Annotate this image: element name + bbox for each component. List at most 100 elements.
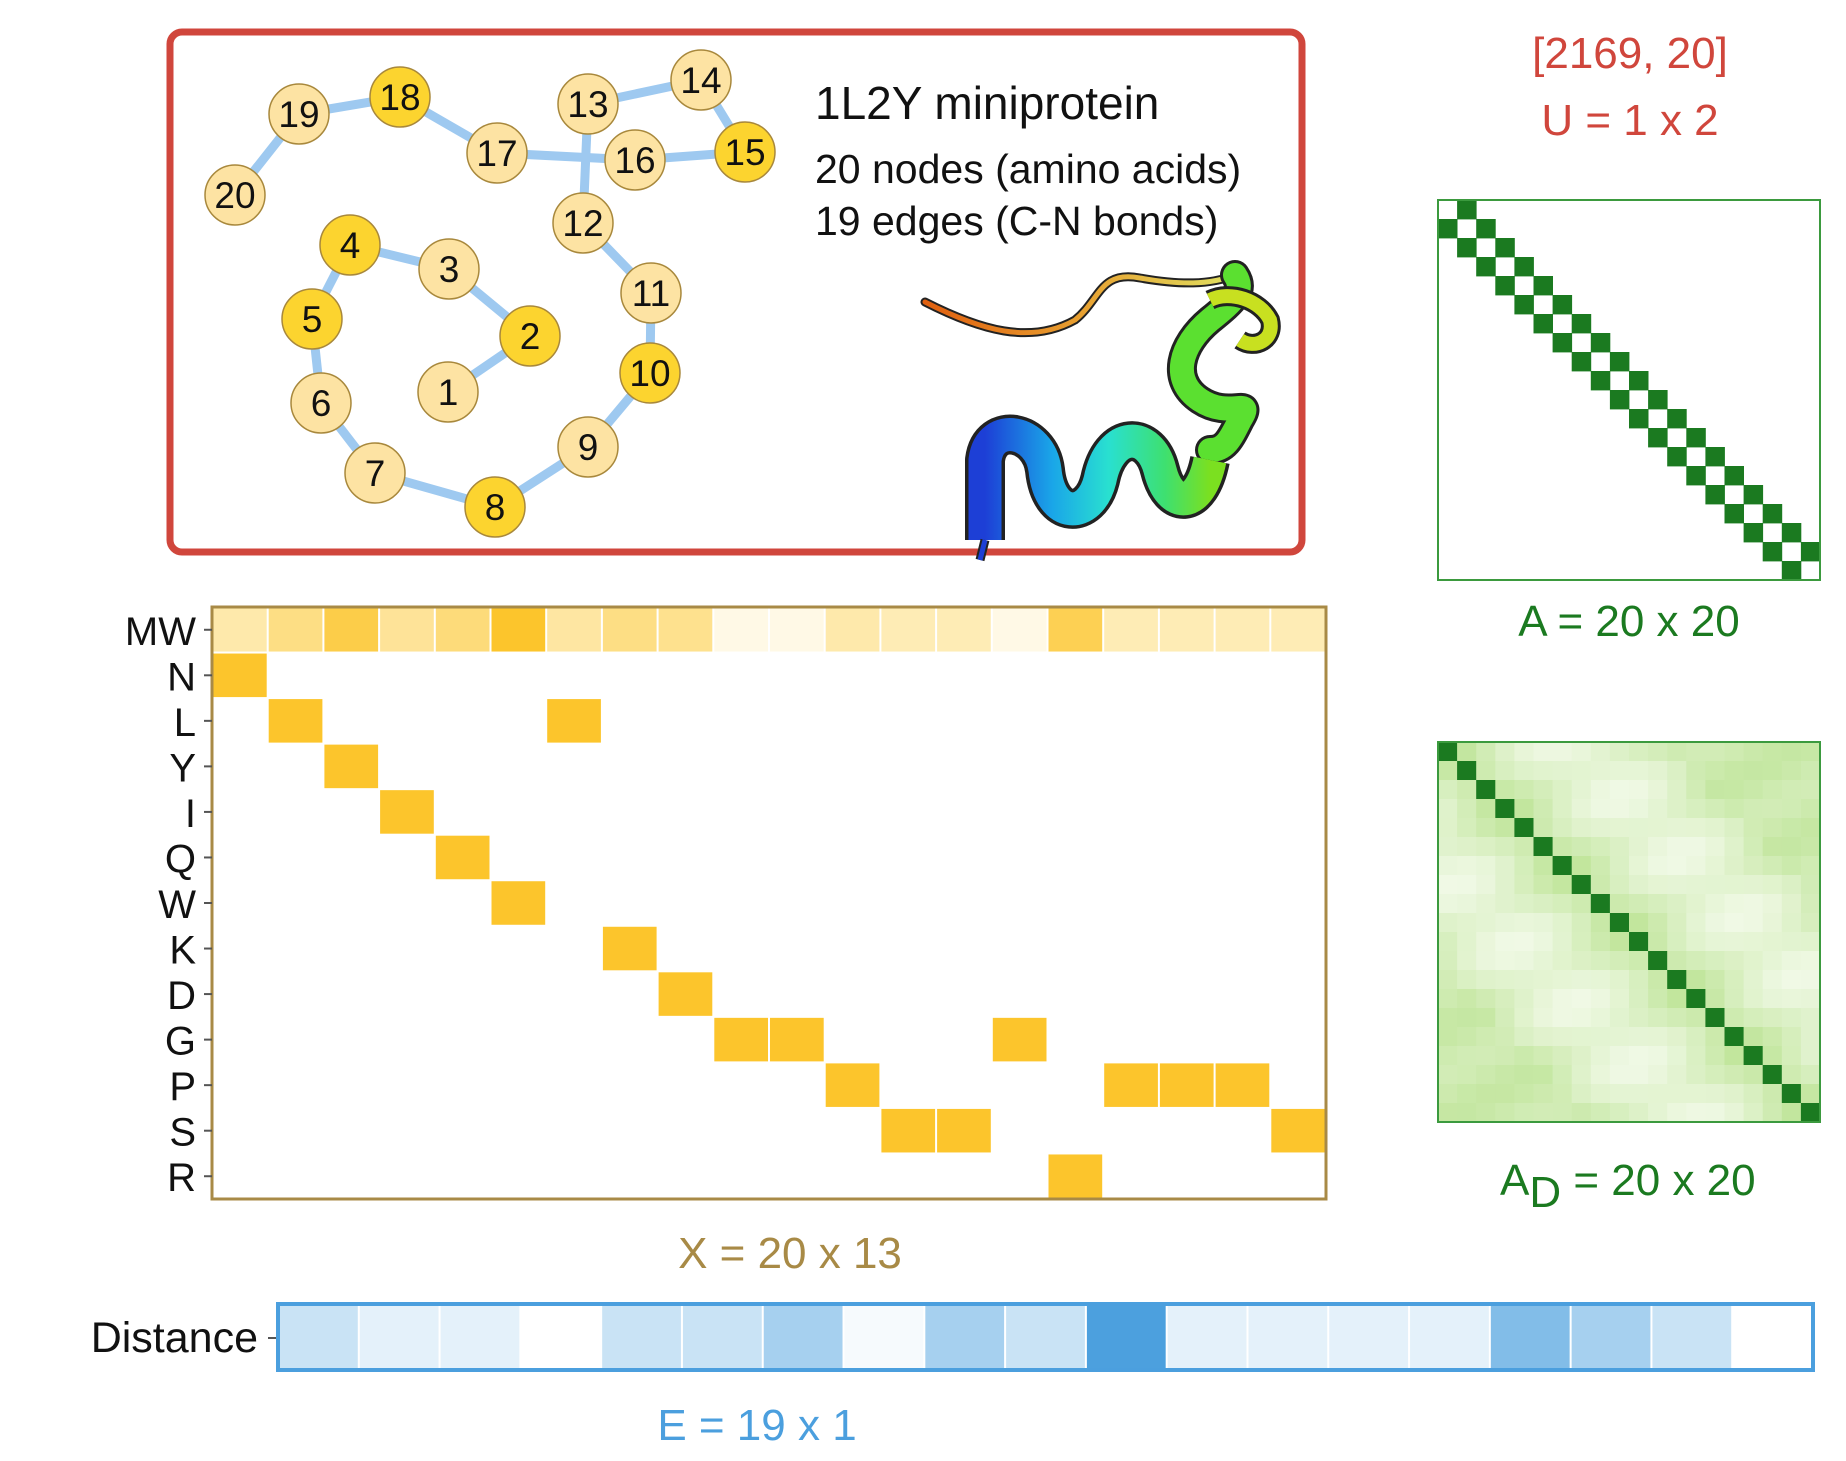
distance-adjacency-cell [1514, 1065, 1534, 1085]
distance-adjacency-cell [1533, 837, 1553, 857]
distance-adjacency-cell [1476, 799, 1496, 819]
distance-adjacency-cell [1724, 780, 1744, 800]
distance-adjacency-cell [1724, 1065, 1744, 1085]
distance-adjacency-cell [1495, 1084, 1515, 1104]
distance-adjacency-cell [1800, 780, 1821, 800]
distance-adjacency-cell [1476, 856, 1496, 876]
edge-feature-cell [1571, 1306, 1651, 1368]
distance-adjacency-cell [1476, 875, 1496, 895]
distance-adjacency-cell [1648, 894, 1668, 914]
distance-adjacency-cell [1438, 1027, 1458, 1047]
distance-adjacency-cell [1476, 1065, 1496, 1085]
distance-adjacency-cell [1571, 1008, 1592, 1028]
adjacency-cell [1781, 523, 1802, 543]
distance-adjacency-cell [1629, 951, 1649, 971]
distance-adjacency-cell [1571, 799, 1592, 819]
distance-adjacency-cell [1686, 932, 1706, 952]
graph-node: 1 [417, 361, 479, 423]
distance-adjacency-cell [1724, 989, 1744, 1009]
edge-feature-cell [1329, 1306, 1409, 1368]
edge-feature-cell [1167, 1306, 1247, 1368]
distance-adjacency-cell [1495, 1065, 1515, 1085]
distance-adjacency-cell [1724, 970, 1744, 990]
distance-adjacency-cell [1609, 856, 1630, 876]
distance-adjacency-cell [1514, 875, 1534, 895]
distance-adjacency-cell [1552, 837, 1573, 857]
node-feature-row-label: MW [125, 610, 196, 654]
distance-adjacency-cell [1743, 818, 1764, 838]
distance-adjacency-cell [1762, 913, 1783, 933]
distance-adjacency-cell [1457, 1103, 1477, 1123]
adjacency-cell [1457, 200, 1477, 220]
distance-adjacency-cell [1705, 932, 1725, 952]
graph-node-circle [619, 342, 681, 404]
graph-node: 15 [714, 121, 776, 183]
graph-node-label: 14 [680, 60, 721, 101]
distance-adjacency-cell [1609, 1084, 1630, 1104]
edge-feature-cell [844, 1306, 924, 1368]
distance-adjacency-cell [1476, 913, 1496, 933]
distance-adjacency-cell [1648, 799, 1668, 819]
edge-feature-cell [1086, 1306, 1166, 1368]
distance-adjacency-cell [1457, 932, 1477, 952]
distance-adjacency-cell [1724, 742, 1744, 762]
graph-node-circle [604, 129, 666, 191]
residue-one-hot-cell [1159, 1063, 1214, 1107]
distance-adjacency-cell [1705, 742, 1725, 762]
adjacency-matrix-border [1437, 199, 1821, 581]
graph-node: 12 [552, 192, 614, 254]
graph-panel-border [166, 28, 1306, 556]
adjacency-cell [1495, 276, 1515, 296]
distance-adjacency-matrix-border [1437, 741, 1821, 1123]
edge-feature-row-label: Distance [91, 1314, 258, 1362]
distance-adjacency-cell [1533, 913, 1553, 933]
distance-adjacency-cell [1743, 799, 1764, 819]
adjacency-cell [1438, 219, 1458, 239]
distance-adjacency-cell [1781, 894, 1802, 914]
distance-adjacency-cell [1495, 913, 1515, 933]
adjacency-cell [1609, 352, 1630, 372]
distance-adjacency-cell [1438, 799, 1458, 819]
distance-adjacency-cell [1552, 742, 1573, 762]
distance-adjacency-cell [1800, 932, 1821, 952]
distance-adjacency-cell [1590, 1027, 1611, 1047]
residue-one-hot-cell [992, 1017, 1047, 1062]
distance-adjacency-cell [1648, 932, 1668, 952]
distance-adjacency-cell [1705, 913, 1725, 933]
distance-adjacency-cell [1724, 913, 1744, 933]
mw-feature-cell [1215, 608, 1270, 652]
distance-adjacency-cell [1686, 761, 1706, 781]
distance-adjacency-cell [1762, 856, 1783, 876]
distance-adjacency-cell [1724, 1046, 1744, 1066]
distance-adjacency-cell [1781, 856, 1802, 876]
distance-adjacency-cell [1476, 1027, 1496, 1047]
distance-adjacency-cell [1667, 970, 1687, 990]
distance-adjacency-cell [1457, 1046, 1477, 1066]
distance-adjacency-cell [1781, 761, 1802, 781]
mw-feature-cell [1104, 608, 1158, 652]
distance-adjacency-cell [1724, 1103, 1744, 1123]
distance-adjacency-cell [1705, 1103, 1725, 1123]
distance-adjacency-cell [1800, 875, 1821, 895]
graph-node-circle [369, 66, 431, 128]
distance-adjacency-cell [1781, 913, 1802, 933]
graph-node: 3 [418, 238, 480, 300]
distance-adjacency-cell [1667, 780, 1687, 800]
distance-adjacency-cell [1724, 799, 1744, 819]
distance-adjacency-cell [1686, 913, 1706, 933]
distance-adjacency-cell [1609, 989, 1630, 1009]
mw-feature-cell [881, 608, 936, 652]
distance-adjacency-cell [1762, 837, 1783, 857]
distance-adjacency-cell [1438, 875, 1458, 895]
distance-adjacency-cell [1571, 951, 1592, 971]
distance-adjacency-cell [1476, 932, 1496, 952]
distance-adjacency-cell [1781, 951, 1802, 971]
distance-adjacency-cell [1724, 875, 1744, 895]
distance-adjacency-cell [1514, 742, 1534, 762]
distance-adjacency-cell [1762, 951, 1783, 971]
distance-adjacency-cell [1590, 799, 1611, 819]
distance-adjacency-cell [1590, 856, 1611, 876]
distance-adjacency-cell [1609, 1065, 1630, 1085]
distance-adjacency-cell [1476, 818, 1496, 838]
graph-node-circle [499, 305, 561, 367]
